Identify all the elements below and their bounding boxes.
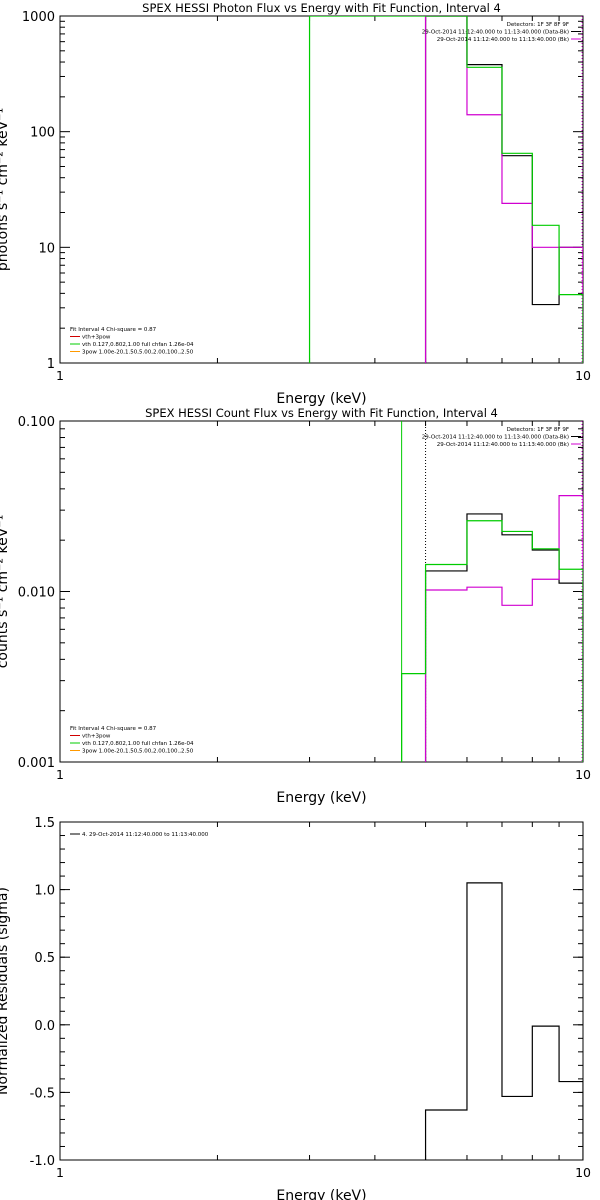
legend-entry: Detectors: 1F 3F 8F 9F — [507, 427, 569, 433]
legend-entry: vth 0.127,0.802,1.00 full chfan 1.26e-04 — [82, 342, 194, 348]
series-line — [424, 16, 583, 363]
y-tick-label: 0.001 — [18, 756, 55, 771]
y-tick-label: 0.100 — [18, 415, 55, 430]
legend-entry: 29-Oct-2014 11:12:40.000 to 11:13:40.000… — [437, 442, 569, 448]
photon-flux-chart: SPEX HESSI Photon Flux vs Energy with Fi… — [0, 1, 591, 407]
x-tick-label: 1 — [56, 1165, 64, 1180]
plot-frame — [59, 420, 584, 763]
legend-entry: vth+3pow — [82, 734, 111, 740]
y-tick-label: 1.0 — [34, 884, 55, 899]
plot-frame — [59, 821, 584, 1161]
y-tick-label: 100 — [30, 126, 55, 141]
legend-entry: 29-Oct-2014 11:12:40.000 to 11:13:40.000… — [437, 37, 569, 43]
legend-entry: 4. 29-Oct-2014 11:12:40.000 to 11:13:40.… — [82, 832, 209, 838]
y-axis-label: photons s⁻¹ cm⁻² keV⁻¹ — [0, 108, 11, 271]
y-axis-label: counts s⁻¹ cm⁻² keV⁻¹ — [0, 515, 11, 669]
y-tick-label: 0.0 — [34, 1019, 55, 1034]
series-line — [424, 16, 583, 363]
legend-entry: 29-Oct-2014 11:12:40.000 to 11:13:40.000… — [422, 435, 569, 441]
legend-entry: Fit Interval 4 Chi-square = 0.87 — [70, 327, 157, 333]
legend-entry: vth 0.127,0.802,1.00 full chfan 1.26e-04 — [82, 741, 194, 747]
series-line — [424, 495, 583, 762]
chart-title: SPEX HESSI Photon Flux vs Energy with Fi… — [142, 1, 501, 15]
y-axis-label: Normalized Residuals (sigma) — [0, 887, 11, 1095]
y-tick-label: 1000 — [22, 10, 55, 25]
y-tick-label: 0.010 — [18, 586, 55, 601]
x-axis-label: Energy (keV) — [276, 1188, 366, 1200]
y-tick-label: 0.5 — [34, 951, 55, 966]
y-tick-label: -0.5 — [30, 1086, 55, 1101]
residuals-chart: 1 10 -1.0 -0.5 0.0 0.5 1.0 1.5 Energy (keV) Norma… — [0, 816, 591, 1200]
series-line — [401, 520, 583, 762]
legend-entry: vth+3pow — [82, 335, 111, 341]
x-tick-label: 1 — [56, 767, 64, 782]
legend-entry: 3pow 1.00e-20,1.50,5.00,2.00,100.,2.50 — [82, 749, 194, 755]
series-line — [424, 882, 583, 1160]
legend-entry: Detectors: 1F 3F 8F 9F — [507, 22, 569, 28]
x-tick-label: 1 — [56, 368, 64, 383]
series-line — [424, 513, 583, 762]
series-group — [401, 495, 583, 762]
vertical-lines — [401, 421, 583, 762]
y-tick-label: -1.0 — [30, 1154, 55, 1169]
legend-entry: Fit Interval 4 Chi-square = 0.87 — [70, 726, 157, 732]
x-tick-label: 10 — [575, 368, 591, 383]
x-axis-label: Energy (keV) — [276, 391, 366, 407]
x-tick-label: 10 — [575, 767, 591, 782]
legend-entry: 29-Oct-2014 11:12:40.000 to 11:13:40.000… — [422, 30, 569, 36]
y-tick-label: 1 — [47, 357, 55, 372]
legend-entry: 3pow 1.00e-20,1.50,5.00,2.00,100.,2.50 — [82, 350, 194, 356]
vertical-lines — [309, 16, 583, 363]
plot-frame — [59, 15, 584, 364]
count-flux-chart: SPEX HESSI Count Flux vs Energy with Fit… — [0, 406, 591, 806]
y-tick-label: 1.5 — [34, 816, 55, 831]
x-axis-label: Energy (keV) — [276, 790, 366, 806]
series-line — [308, 16, 583, 363]
series-group — [308, 16, 583, 363]
y-tick-label: 10 — [38, 241, 55, 256]
series-group — [424, 882, 583, 1160]
chart-title: SPEX HESSI Count Flux vs Energy with Fit… — [145, 406, 498, 420]
x-tick-label: 10 — [575, 1165, 591, 1180]
